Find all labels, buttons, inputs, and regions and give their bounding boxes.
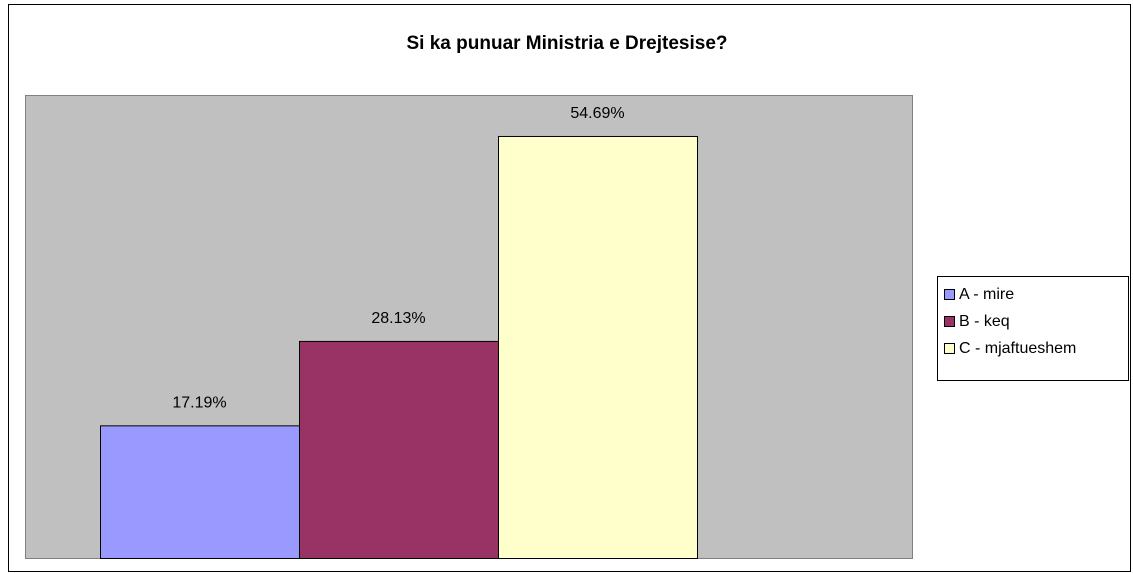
- data-label: 54.69%: [570, 105, 624, 122]
- legend-swatch: [944, 289, 955, 300]
- legend-swatch: [944, 343, 955, 354]
- data-label: 17.19%: [172, 395, 226, 412]
- legend-swatch: [944, 316, 955, 327]
- bar: [498, 135, 698, 559]
- legend-label: C - mjaftueshem: [959, 340, 1076, 357]
- chart-title: Si ka punuar Ministria e Drejtesise?: [407, 33, 728, 54]
- legend-label: B - keq: [959, 313, 1010, 330]
- legend-box: [937, 276, 1129, 381]
- legend-label: A - mire: [959, 286, 1014, 303]
- data-label: 28.13%: [371, 310, 425, 327]
- bar: [299, 340, 499, 560]
- bar: [100, 425, 300, 559]
